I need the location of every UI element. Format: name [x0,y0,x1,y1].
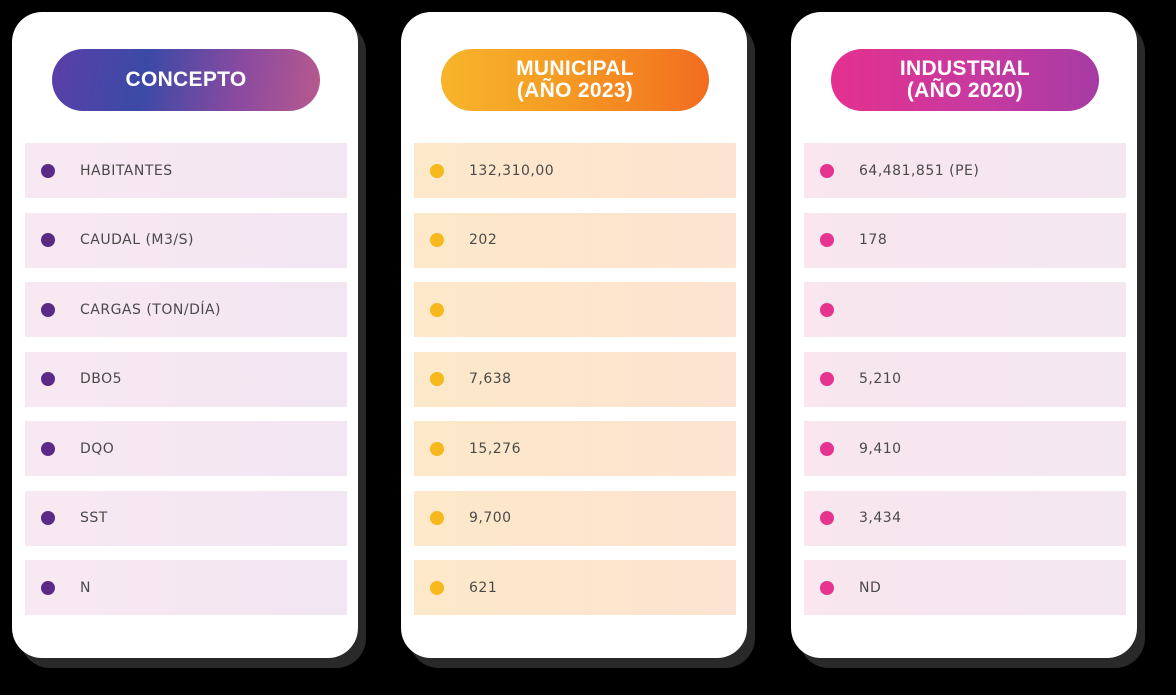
row-value: 7,638 [469,371,512,387]
list-item: DQO [25,421,347,476]
bullet-icon [430,233,444,247]
list-item: 9,410 [804,421,1126,476]
list-item [414,282,736,337]
list-item [804,282,1126,337]
row-label: N [80,579,91,596]
bullet-icon [41,511,55,525]
bullet-icon [820,372,834,386]
bullet-icon [430,372,444,386]
bullet-icon [430,163,444,178]
row-value: 5,210 [859,371,902,387]
industrial-list: 64,481,851 (PE) 178 5,210 9,410 3,434 ND [804,143,1126,630]
list-item: 178 [804,212,1126,268]
list-item: CAUDAL (M3/S) [25,212,347,268]
row-value: 202 [469,232,498,248]
municipal-card: MUNICIPAL (AÑO 2023) 132,310,00 202 7,63… [401,12,747,658]
list-item: N [25,560,347,615]
bullet-icon [41,441,55,456]
bullet-icon [430,441,444,456]
bullet-icon [41,302,55,317]
bullet-icon [430,580,444,595]
row-value: 178 [859,232,888,248]
list-item: 15,276 [414,421,736,476]
row-value: 64,481,851 (PE) [859,162,980,179]
municipal-list: 132,310,00 202 7,638 15,276 9,700 621 [414,143,736,630]
row-value: 15,276 [469,440,521,457]
list-item: 621 [414,560,736,615]
bullet-icon [820,233,834,247]
row-label: HABITANTES [80,162,173,179]
concepto-title: CONCEPTO [125,67,247,91]
bullet-icon [820,441,834,456]
row-value: 9,410 [859,440,902,457]
industrial-year: (AÑO 2020) [906,79,1024,102]
bullet-icon [820,163,834,178]
row-value: 9,700 [469,510,512,526]
row-label: DBO5 [80,371,123,387]
bullet-icon [430,511,444,525]
bullet-icon [820,511,834,525]
bullet-icon [41,372,55,386]
list-item: 3,434 [804,490,1126,546]
row-label: CAUDAL (M3/S) [80,232,194,248]
bullet-icon [41,580,55,595]
municipal-header: MUNICIPAL (AÑO 2023) [441,49,709,111]
industrial-title: INDUSTRIAL [899,56,1031,80]
row-label: DQO [80,440,115,457]
row-value: 3,434 [859,510,902,526]
row-label: SST [80,510,108,526]
industrial-card: INDUSTRIAL (AÑO 2020) 64,481,851 (PE) 17… [791,12,1137,658]
concepto-card: CONCEPTO HABITANTES CAUDAL (M3/S) CARGAS… [12,12,358,658]
concepto-list: HABITANTES CAUDAL (M3/S) CARGAS (TON/DÍA… [25,143,347,630]
municipal-title: MUNICIPAL [516,56,634,80]
concepto-header: CONCEPTO [52,49,320,111]
list-item: 5,210 [804,351,1126,407]
row-label: CARGAS (TON/DÍA) [80,301,222,318]
row-value: 132,310,00 [469,162,555,179]
list-item: 132,310,00 [414,143,736,198]
list-item: 64,481,851 (PE) [804,143,1126,198]
bullet-icon [820,580,834,595]
list-item: 202 [414,212,736,268]
row-value: 621 [469,579,498,596]
list-item: SST [25,490,347,546]
list-item: 7,638 [414,351,736,407]
list-item: HABITANTES [25,143,347,198]
bullet-icon [41,233,55,247]
municipal-year: (AÑO 2023) [516,79,634,102]
list-item: ND [804,560,1126,615]
bullet-icon [430,302,444,317]
list-item: 9,700 [414,490,736,546]
industrial-header: INDUSTRIAL (AÑO 2020) [831,49,1099,111]
row-value: ND [859,579,882,596]
list-item: CARGAS (TON/DÍA) [25,282,347,337]
bullet-icon [820,302,834,317]
list-item: DBO5 [25,351,347,407]
bullet-icon [41,163,55,178]
